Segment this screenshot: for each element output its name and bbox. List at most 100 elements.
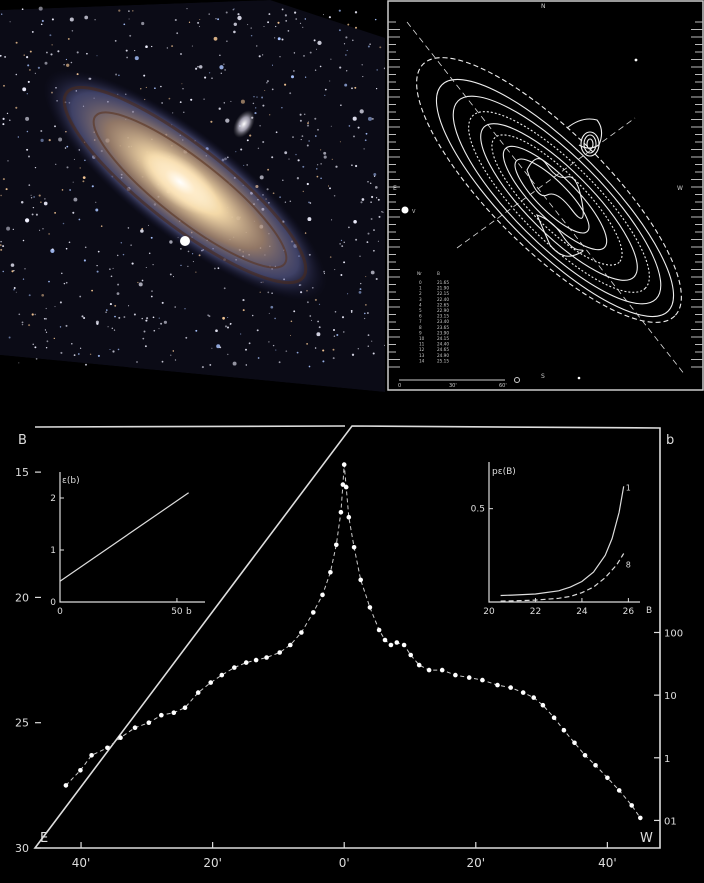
- star-dot: [45, 307, 47, 310]
- profile-point: [243, 660, 249, 665]
- star-dot: [240, 99, 245, 104]
- profile-point: [551, 715, 557, 720]
- star-dot: [297, 159, 300, 162]
- star-dot: [183, 111, 185, 114]
- star-dot: [71, 30, 74, 32]
- star-dot: [293, 70, 295, 72]
- star-dot: [367, 232, 370, 235]
- star-dot: [9, 21, 11, 23]
- star-dot: [290, 75, 295, 79]
- table-cell-nr: 10: [419, 336, 425, 341]
- table-cell-nr: 8: [419, 325, 422, 330]
- inset1-xtick-label: 0: [57, 607, 63, 617]
- star-dot: [268, 312, 270, 314]
- star-dot: [301, 135, 304, 137]
- star-dot: [352, 116, 357, 121]
- star-dot: [81, 315, 84, 318]
- star-dot: [23, 54, 25, 56]
- star-dot: [28, 324, 31, 327]
- profile-point: [616, 788, 622, 793]
- star-dot: [45, 346, 48, 349]
- profile-point: [346, 514, 352, 520]
- star-dot: [226, 40, 228, 42]
- map-west-label: W: [677, 185, 683, 192]
- star-dot: [246, 139, 249, 142]
- star-dot: [82, 176, 86, 179]
- star-dot: [281, 107, 283, 109]
- star-dot: [322, 360, 325, 363]
- table-cell-b: 23.15: [437, 314, 449, 319]
- star-dot: [40, 138, 44, 143]
- table-cell-b: 24.90: [437, 353, 449, 358]
- star-dot: [358, 291, 362, 294]
- star-dot: [148, 252, 151, 255]
- star-dot: [45, 331, 48, 333]
- star-dot: [91, 185, 94, 188]
- profile-point: [561, 727, 567, 733]
- star-dot: [364, 312, 366, 315]
- star-dot: [114, 304, 117, 307]
- table-cell-b: 23.65: [437, 325, 449, 330]
- inset1-ytick-label: 2: [50, 494, 56, 504]
- star-dot: [233, 30, 236, 34]
- star-dot: [71, 342, 73, 345]
- star-dot: [375, 277, 378, 281]
- star-dot: [306, 124, 310, 127]
- star-dot: [339, 141, 341, 143]
- star-dot: [154, 87, 156, 90]
- star-dot: [256, 329, 259, 332]
- star-dot: [323, 151, 327, 155]
- star-dot: [123, 23, 126, 26]
- profile-point: [89, 753, 94, 758]
- y2-tick-label: 1: [664, 754, 670, 765]
- star-dot: [320, 163, 322, 165]
- star-dot: [61, 272, 63, 275]
- star-dot: [174, 18, 177, 22]
- star-dot: [346, 49, 348, 51]
- west-corner-label: W: [640, 831, 653, 846]
- inset2-xtick-label: 26: [623, 607, 635, 617]
- star-dot: [277, 21, 280, 24]
- star-dot: [302, 190, 305, 193]
- star-dot: [316, 164, 319, 166]
- star-dot: [306, 301, 309, 304]
- star-dot: [227, 353, 229, 356]
- star-dot: [293, 310, 296, 313]
- star-dot: [117, 283, 120, 286]
- star-dot: [318, 326, 321, 329]
- star-dot: [78, 218, 81, 221]
- inset-epsilon-xlabel: b: [186, 607, 192, 617]
- star-dot: [174, 359, 177, 361]
- star-dot: [254, 112, 257, 115]
- profile-point: [394, 640, 400, 645]
- inset-prob-xlabel: B: [646, 606, 652, 616]
- star-dot: [28, 68, 31, 71]
- star-dot: [285, 20, 288, 22]
- star-dot: [134, 56, 139, 61]
- star-dot: [237, 13, 240, 16]
- star-dot: [179, 52, 183, 56]
- star-dot: [288, 158, 290, 160]
- star-dot: [215, 18, 217, 20]
- star-dot: [381, 211, 383, 213]
- table-cell-b: 21.90: [437, 286, 449, 291]
- star-dot: [158, 328, 160, 330]
- star-dot: [146, 317, 149, 320]
- star-dot: [367, 334, 370, 336]
- star-dot: [268, 341, 270, 343]
- star-dot: [77, 353, 80, 355]
- star-dot: [50, 53, 53, 56]
- star-dot: [359, 288, 362, 291]
- star-dot: [6, 226, 11, 231]
- profile-point: [299, 630, 304, 635]
- star-dot: [44, 329, 46, 331]
- star-dot: [270, 305, 274, 309]
- star-dot: [224, 69, 226, 71]
- star-dot: [303, 113, 306, 116]
- y-tick-label: 25: [15, 717, 29, 730]
- curve-1-label: 1: [626, 483, 631, 492]
- star-dot: [61, 189, 64, 191]
- profile-point: [334, 542, 339, 548]
- star-dot: [353, 220, 357, 224]
- star-dot: [115, 73, 118, 76]
